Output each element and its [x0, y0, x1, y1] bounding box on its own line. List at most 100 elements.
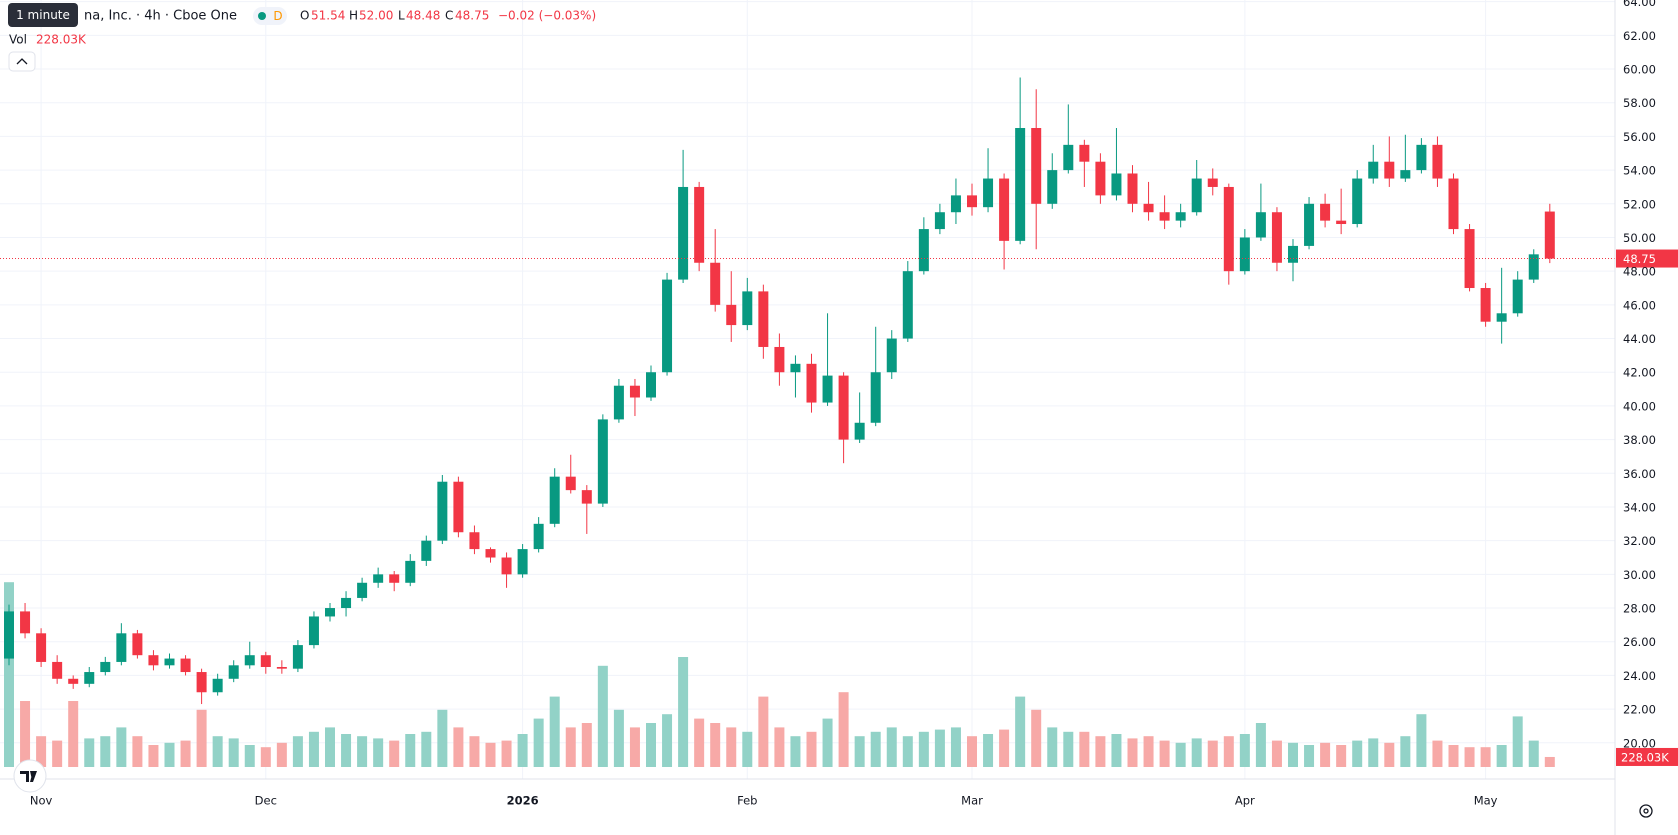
candle-body — [1448, 178, 1459, 230]
overlay: 48.75 228.03K — [0, 249, 1678, 766]
candle-body — [389, 574, 400, 583]
volume-tag — [1616, 747, 1678, 766]
candle-body — [1496, 313, 1507, 322]
candle-body — [260, 655, 271, 667]
status-badge[interactable] — [253, 7, 287, 25]
volume-bar — [1400, 736, 1411, 767]
y-tick-label: 58.00 — [1623, 96, 1656, 110]
volume-bar — [967, 736, 977, 767]
x-tick-label: Nov — [30, 794, 53, 808]
volume-bar — [116, 727, 127, 767]
candle-body — [1352, 178, 1363, 225]
y-tick-label: 44.00 — [1623, 332, 1656, 346]
volume-bar — [822, 718, 833, 767]
volume-bar — [983, 734, 994, 767]
volume-bar — [870, 731, 881, 767]
volume-bar — [1159, 740, 1170, 767]
y-tick-label: 24.00 — [1623, 669, 1656, 683]
candle-body — [1207, 178, 1218, 187]
y-tick-label: 26.00 — [1623, 635, 1656, 649]
candle-body — [116, 633, 127, 662]
volume-bar — [549, 696, 560, 767]
volume-bar — [774, 727, 785, 767]
logo[interactable] — [13, 759, 47, 793]
candle-body — [1127, 173, 1138, 204]
candle-body — [838, 375, 849, 440]
volume-bar — [148, 745, 159, 767]
volume-bar — [485, 742, 496, 767]
candle-body — [565, 476, 576, 491]
candle-body — [999, 178, 1010, 241]
candle-body — [1400, 170, 1411, 179]
volume-bar — [1480, 747, 1491, 767]
volume-bar — [918, 731, 929, 767]
y-tick-label: 38.00 — [1623, 433, 1656, 447]
volume-bar — [453, 727, 464, 767]
y-tick-label: 20.00 — [1623, 736, 1656, 750]
volume-bar — [742, 731, 753, 767]
volume-bar — [1336, 745, 1347, 767]
market-dot — [258, 12, 266, 20]
candle-body — [886, 338, 897, 373]
candle-body — [629, 385, 640, 398]
volume-bar — [1079, 731, 1090, 767]
volume-bar — [726, 727, 737, 767]
volume-bar — [1304, 745, 1315, 767]
candle-body — [1416, 144, 1427, 171]
candle-body — [100, 661, 111, 673]
volume-bar — [694, 718, 705, 767]
candle-body — [244, 655, 255, 666]
volume-tag-label: 228.03K — [1621, 750, 1669, 764]
volume-bar — [1512, 716, 1523, 767]
settings-icon[interactable] — [1639, 804, 1653, 818]
volume-bar — [4, 582, 14, 767]
candle-body — [1336, 220, 1347, 225]
candle-body — [726, 304, 737, 326]
candle-body — [453, 481, 464, 533]
y-tick-label: 42.00 — [1623, 366, 1656, 380]
volume-bar — [276, 742, 287, 767]
y-tick-label: 22.00 — [1623, 703, 1656, 717]
low-value: 48.48 — [406, 9, 440, 23]
candle-body — [36, 633, 47, 662]
volume-bar — [1464, 747, 1475, 767]
candle-body — [164, 658, 175, 666]
candle-body — [822, 375, 833, 403]
candle-body — [52, 661, 63, 679]
candle-body — [1047, 170, 1058, 204]
close-value: 48.75 — [455, 9, 489, 23]
candle-body — [870, 372, 881, 423]
candle-body — [196, 672, 207, 693]
candle-body — [1288, 245, 1298, 263]
tooltip — [8, 3, 78, 27]
candle-body — [742, 291, 753, 326]
volume-bar — [308, 731, 319, 767]
candle-body — [983, 178, 994, 208]
volume-bar — [1416, 714, 1427, 767]
volume-bar — [1496, 745, 1507, 767]
y-tick-label: 36.00 — [1623, 467, 1656, 481]
candle-body — [357, 582, 368, 598]
y-tick-label: 28.00 — [1623, 602, 1656, 616]
volume-bar — [1320, 742, 1331, 767]
volume-bar — [1544, 756, 1555, 767]
last-price-label: 48.75 — [1623, 252, 1656, 266]
candle-body — [68, 678, 79, 684]
candle-body — [1320, 203, 1331, 221]
candle-body — [1079, 144, 1090, 162]
volume-bar — [1255, 723, 1266, 767]
volume-bar — [292, 736, 303, 767]
candle-body — [1271, 212, 1282, 263]
candle-body — [533, 523, 544, 550]
candle-body — [918, 229, 929, 272]
collapse-button[interactable] — [8, 51, 36, 72]
candle-body — [84, 672, 95, 684]
volume-bar — [132, 736, 143, 767]
volume-bar — [1095, 736, 1106, 767]
candle-body — [1432, 144, 1443, 179]
candle-body — [1015, 128, 1026, 241]
y-tick-label: 64.00 — [1623, 0, 1656, 9]
x-tick-label: Mar — [961, 794, 983, 808]
volume-bar — [1432, 740, 1443, 767]
